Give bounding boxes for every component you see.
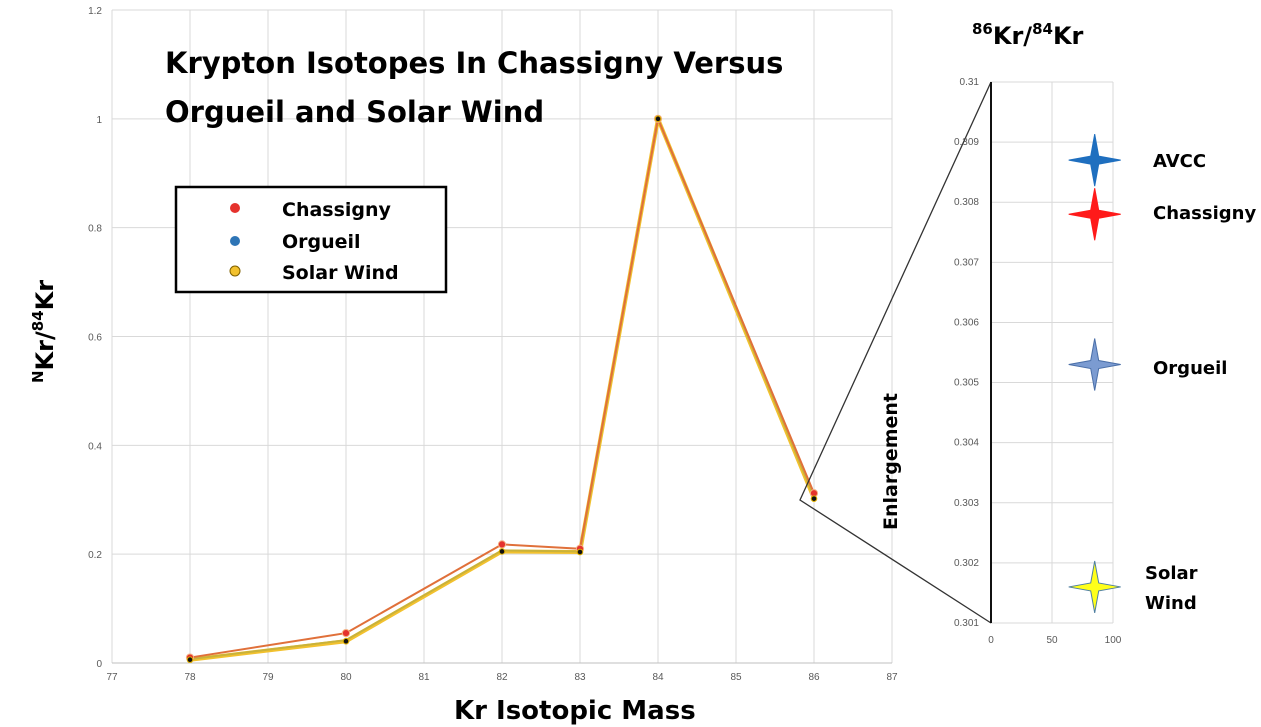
inset-label-avcc: AVCC <box>1153 151 1206 172</box>
inset-y-tick-label: 0.309 <box>954 137 979 148</box>
inset-y-tick-label: 0.304 <box>954 438 979 449</box>
y-tick-label: 0.8 <box>88 224 102 235</box>
chart-title-line-2: Orgueil and Solar Wind <box>165 95 544 129</box>
inset-label-solar-wind-2: Wind <box>1145 593 1197 614</box>
inset-star-orgueil <box>1068 338 1121 391</box>
data-point-chassigny <box>341 628 351 638</box>
chart-title-line-1: Krypton Isotopes In Chassigny Versus <box>165 46 783 80</box>
inset-y-tick-label: 0.302 <box>954 558 979 569</box>
y-tick-label: 0 <box>96 659 102 670</box>
y-tick-label: 1 <box>96 115 102 126</box>
legend-label-chassigny: Chassigny <box>282 199 392 221</box>
data-point-solar-wind <box>498 548 506 555</box>
inset-y-tick-label: 0.31 <box>960 77 980 88</box>
legend: Chassigny Orgueil Solar Wind <box>174 185 448 294</box>
main-tick-labels: 77 78 79 80 81 82 83 84 85 86 87 0 0.2 0.4 0.6 0.8 1 1.2 <box>88 6 898 683</box>
svg-text:NKr/84Kr: NKr/84Kr <box>29 280 59 383</box>
inset-y-tick-label: 0.307 <box>954 257 979 268</box>
y-axis-title-base2: Kr <box>31 280 59 311</box>
inset-label-solar-wind-1: Solar <box>1145 563 1198 584</box>
inset-title-sup2: 84 <box>1032 20 1053 38</box>
y-axis-title-sup-84: 84 <box>29 310 47 331</box>
inset-y-tick-label: 0.306 <box>954 317 979 328</box>
series-line-chassigny <box>189 117 815 659</box>
data-point-solar-wind <box>810 495 818 502</box>
inset-y-tick-label: 0.303 <box>954 498 979 509</box>
inset-x-tick-label: 50 <box>1046 635 1058 646</box>
legend-label-orgueil: Orgueil <box>282 231 361 253</box>
x-tick-label: 82 <box>496 672 508 683</box>
y-tick-label: 0.6 <box>88 333 102 344</box>
x-tick-label: 86 <box>808 672 820 683</box>
y-tick-label: 0.4 <box>88 441 102 452</box>
enlargement-label: Enlargement <box>880 393 902 530</box>
y-tick-label: 0.2 <box>88 550 102 561</box>
inset-label-chassigny: Chassigny <box>1153 203 1256 224</box>
inset-points <box>1068 134 1121 614</box>
enlargement-wedge <box>799 81 992 624</box>
x-tick-label: 87 <box>886 672 898 683</box>
x-tick-label: 81 <box>418 672 430 683</box>
data-point-solar-wind <box>576 548 584 556</box>
legend-marker-chassigny <box>230 203 240 213</box>
y-tick-label: 1.2 <box>88 6 102 17</box>
y-axis-title: NKr/84Kr <box>29 280 59 383</box>
data-point-chassigny <box>497 540 507 549</box>
x-tick-label: 78 <box>184 672 196 683</box>
y-axis-title-base1: Kr/ <box>31 331 59 370</box>
inset-star-chassigny <box>1068 188 1121 241</box>
data-point-solar-wind <box>342 637 350 645</box>
legend-label-solar-wind: Solar Wind <box>282 262 399 284</box>
x-tick-label: 80 <box>340 672 352 683</box>
inset-title: 86Kr/84Kr <box>972 20 1084 50</box>
legend-box <box>174 185 448 294</box>
x-tick-label: 83 <box>574 672 586 683</box>
legend-marker-solar-wind <box>229 265 241 277</box>
y-axis-title-sup-n: N <box>29 370 47 383</box>
inset-label-orgueil: Orgueil <box>1153 358 1227 379</box>
inset-star-avcc <box>1068 134 1121 187</box>
inset-y-tick-label: 0.305 <box>954 378 979 389</box>
inset-title-base1: Kr/ <box>993 22 1032 50</box>
inset-x-tick-label: 100 <box>1105 635 1122 646</box>
x-axis-title: Kr Isotopic Mass <box>454 696 696 726</box>
inset-star-solar-wind <box>1068 560 1121 614</box>
inset-x-tick-label: 0 <box>988 635 994 646</box>
inset-tick-labels: 0.301 0.302 0.303 0.304 0.305 0.306 0.307 0.308… <box>954 77 1122 646</box>
data-point-solar-wind <box>654 115 662 123</box>
x-tick-label: 77 <box>106 672 118 683</box>
enlargement-label-wrap: Enlargement <box>880 393 902 530</box>
data-point-solar-wind <box>186 656 194 664</box>
legend-marker-orgueil <box>230 236 240 246</box>
inset-y-tick-label: 0.308 <box>954 197 979 208</box>
x-tick-label: 85 <box>730 672 742 683</box>
inset-y-tick-label: 0.301 <box>954 618 979 629</box>
inset-title-base2: Kr <box>1053 22 1084 50</box>
inset-title-sup1: 86 <box>972 20 993 38</box>
x-tick-label: 84 <box>652 672 664 683</box>
x-tick-label: 79 <box>262 672 274 683</box>
main-series <box>185 114 819 664</box>
